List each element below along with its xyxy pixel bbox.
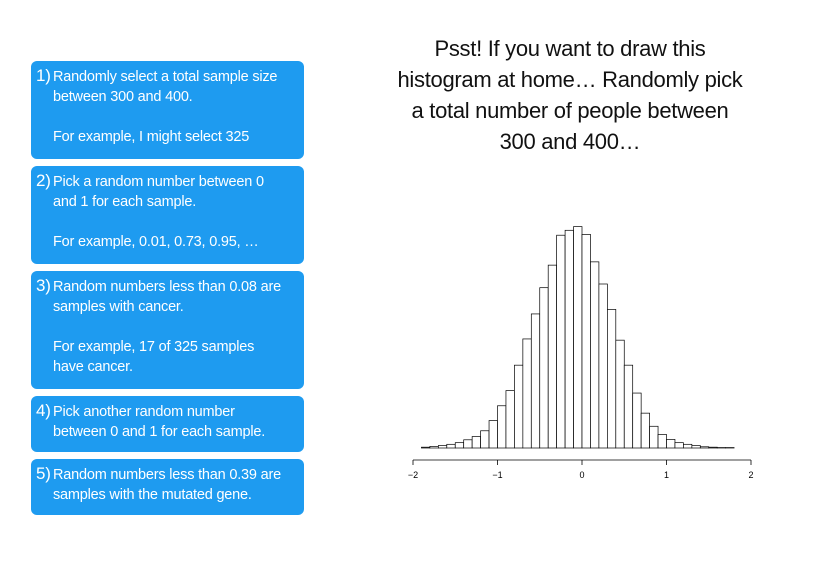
step-5-box: 5) Random numbers less than 0.39 are sam… <box>31 459 304 515</box>
histogram-bar <box>539 287 549 449</box>
note-line: histogram at home… Randomly pick <box>397 67 743 92</box>
histogram-bar <box>556 234 566 449</box>
histogram-bar <box>708 446 718 449</box>
histogram-bar <box>590 261 600 449</box>
step-1-box: 1) Randomly select a total sample size b… <box>31 61 304 159</box>
histogram-bar <box>607 309 617 449</box>
histogram-bar <box>437 445 448 449</box>
step-text: Randomly select a total sample size <box>53 69 278 85</box>
histogram-bar <box>429 446 439 449</box>
instruction-note: Psst! If you want to draw this histogram… <box>380 33 760 157</box>
histogram-bar <box>547 264 557 449</box>
histogram-bar <box>632 392 642 449</box>
histogram-bar <box>505 390 515 449</box>
histogram-bar <box>674 442 684 449</box>
histogram-bar <box>480 430 490 449</box>
step-4-box: 4) Pick another random number between 0 … <box>31 396 304 452</box>
note-line: 300 and 400… <box>499 129 641 154</box>
histogram-bar <box>699 446 710 449</box>
histogram-bar <box>421 446 431 449</box>
histogram-bar <box>623 364 634 449</box>
histogram-chart: −2 −1 0 1 2 <box>408 226 754 480</box>
step-2-box: 2) Pick a random number between 0 and 1 … <box>31 166 304 264</box>
histogram-bar <box>454 442 465 449</box>
histogram-bar <box>522 338 532 449</box>
step-example: For example, 0.01, 0.73, 0.95, … <box>53 234 259 250</box>
step-text: between 300 and 400. <box>53 89 193 105</box>
histogram-bar <box>598 283 608 449</box>
histogram-bar <box>683 443 693 449</box>
histogram-bar <box>497 405 507 449</box>
histogram-bar <box>530 313 541 449</box>
note-line: a total number of people between <box>411 98 729 123</box>
histogram-bar <box>514 364 524 449</box>
step-text: Pick another random number <box>53 404 235 420</box>
step-text: samples with the mutated gene. <box>53 487 252 503</box>
histogram-bar <box>471 436 481 449</box>
step-text: Random numbers less than 0.39 are <box>53 467 281 483</box>
x-tick-label: −2 <box>408 470 418 480</box>
step-text: and 1 for each sample. <box>53 194 197 210</box>
step-number: 5) <box>36 464 51 483</box>
step-number: 1) <box>36 66 51 85</box>
x-tick-label: 2 <box>748 470 753 480</box>
x-tick-label: −1 <box>492 470 502 480</box>
histogram-bar <box>649 425 659 449</box>
note-line: Psst! If you want to draw this <box>434 36 706 61</box>
step-number: 4) <box>36 401 51 420</box>
histogram-bar <box>581 234 591 449</box>
x-axis: −2 −1 0 1 2 <box>408 459 754 480</box>
step-3-box: 3) Random numbers less than 0.08 are sam… <box>31 271 304 389</box>
step-number: 2) <box>36 171 51 190</box>
histogram-bars <box>421 226 735 449</box>
step-text: Pick a random number between 0 <box>53 174 264 190</box>
x-tick-label: 1 <box>664 470 669 480</box>
step-example: For example, I might select 325 <box>53 129 250 145</box>
histogram-bar <box>666 439 676 449</box>
histogram-bar <box>446 443 456 449</box>
histogram-bar <box>488 420 498 449</box>
histogram-bar <box>564 229 574 449</box>
histogram-bar <box>573 226 583 449</box>
histogram-bar <box>463 439 473 449</box>
step-text: Random numbers less than 0.08 are <box>53 279 281 295</box>
step-text: samples with cancer. <box>53 299 184 315</box>
histogram-bar <box>691 445 701 449</box>
x-tick-label: 0 <box>579 470 584 480</box>
step-example: For example, 17 of 325 samples <box>53 339 255 355</box>
histogram-bar <box>640 412 650 449</box>
histogram-bar <box>615 339 625 449</box>
step-example: have cancer. <box>53 359 133 375</box>
step-number: 3) <box>36 276 51 295</box>
histogram-bar <box>657 434 667 449</box>
step-text: between 0 and 1 for each sample. <box>53 424 266 440</box>
